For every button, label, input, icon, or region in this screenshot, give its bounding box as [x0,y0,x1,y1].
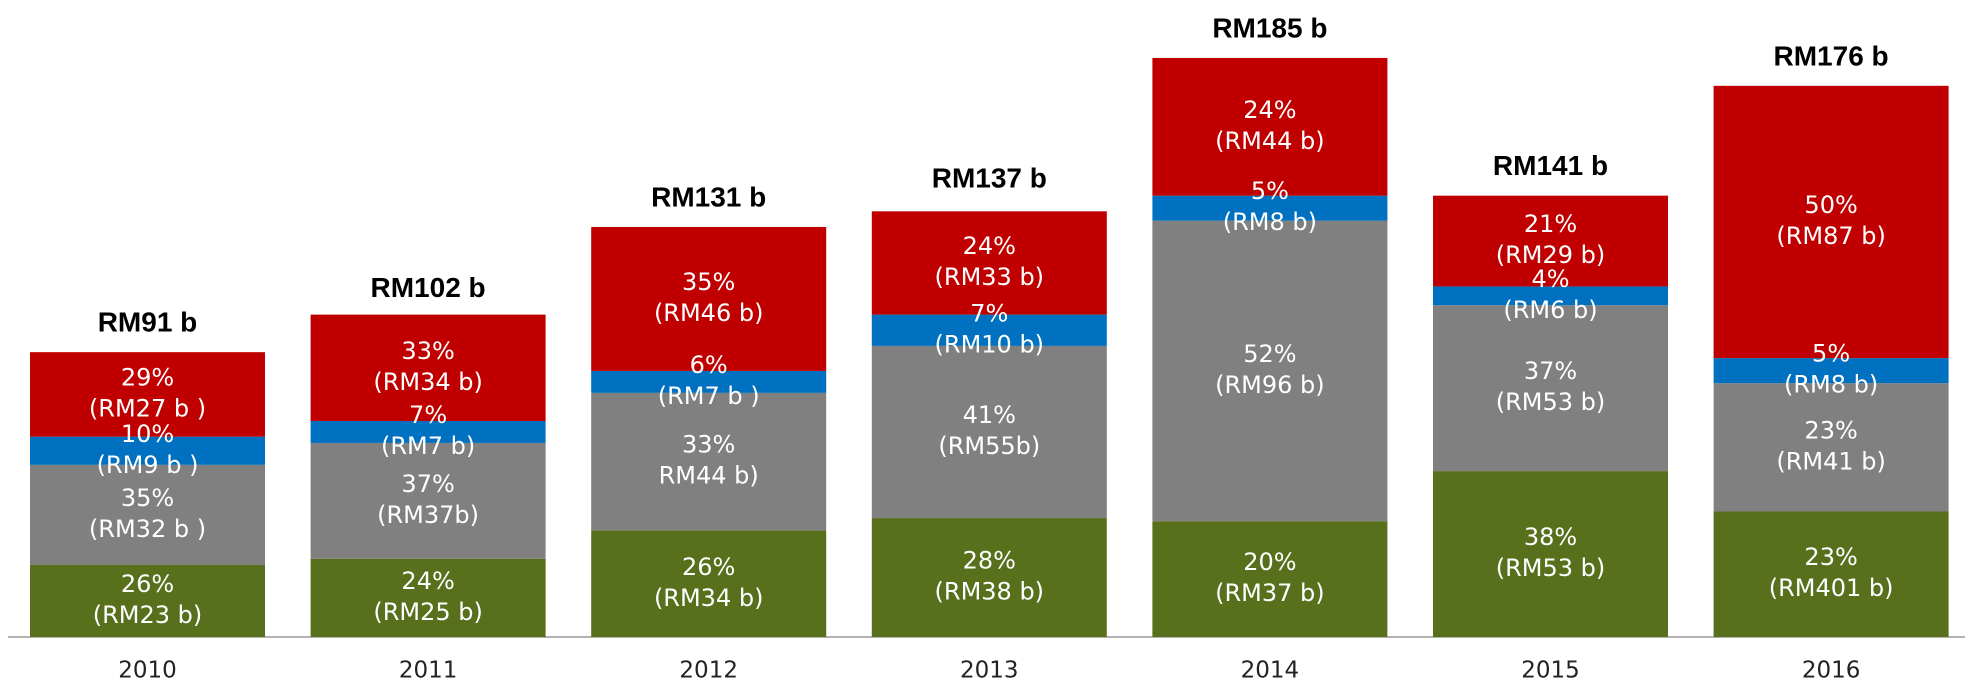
value-label: (RM8 b) [1223,208,1317,236]
value-label: (RM55b) [938,432,1040,460]
x-tick-label: 2012 [679,658,738,684]
bar-segment [1433,286,1668,306]
total-label: RM131 b [651,181,766,212]
percent-label: 10% [121,420,174,448]
bar-segment [1152,521,1388,637]
value-label: (RM9 b ) [97,451,199,479]
percent-label: 29% [121,363,174,391]
bar-segment [591,370,827,393]
value-label: (RM38 b) [935,578,1045,606]
value-label: (RM34 b) [654,584,764,612]
value-label: (RM29 b) [1496,241,1606,269]
bar-segment [1152,57,1388,196]
percent-label: 24% [401,567,454,595]
x-tick-label: 2014 [1241,658,1300,684]
total-label: RM185 b [1212,12,1327,43]
bar-segment [30,565,265,637]
value-label: RM44 b) [659,462,759,490]
bar-segment [1433,195,1668,287]
x-tick-label: 2010 [118,658,177,684]
bar-segment [871,345,1107,519]
x-tick-label: 2013 [960,658,1019,684]
bar-segment [310,442,546,559]
total-label: RM141 b [1493,150,1608,181]
percent-label: 23% [1804,543,1857,571]
percent-label: 26% [121,570,174,598]
bar-segment [591,530,827,637]
percent-label: 24% [963,232,1016,260]
value-label: (RM23 b) [93,601,203,629]
percent-label: 37% [401,470,454,498]
percent-label: 6% [690,351,728,379]
percent-label: 33% [682,431,735,459]
value-label: (RM8 b) [1784,371,1878,399]
value-label: (RM10 b) [935,330,1045,358]
value-label: (RM46 b) [654,299,764,327]
value-label: (RM7 b ) [658,382,760,410]
percent-label: 35% [121,484,174,512]
value-label: (RM25 b) [373,598,483,626]
percent-label: 35% [682,268,735,296]
percent-label: 26% [682,553,735,581]
value-label: (RM41 b) [1776,447,1886,475]
value-label: (RM32 b ) [89,515,206,543]
bar-segment [30,352,265,437]
percent-label: 37% [1524,357,1577,385]
bar-segment [1713,85,1949,359]
percent-label: 7% [970,299,1008,327]
value-label: (RM53 b) [1496,388,1606,416]
bar-segment [310,421,546,443]
value-label: (RM96 b) [1215,371,1325,399]
percent-label: 7% [409,401,447,429]
percent-label: 41% [963,401,1016,429]
value-label: (RM87 b) [1776,222,1886,250]
bar-segment [30,436,265,465]
total-label: RM102 b [371,272,486,303]
percent-label: 21% [1524,210,1577,238]
value-label: (RM34 b) [373,368,483,396]
percent-label: 50% [1804,191,1857,219]
bar-segment [1433,471,1668,637]
x-tick-label: 2011 [399,658,458,684]
value-label: (RM37 b) [1215,579,1325,607]
value-label: (RM33 b) [935,263,1045,291]
percent-label: 4% [1531,265,1569,293]
value-label: (RM44 b) [1215,127,1325,155]
bar-segment [1713,358,1949,384]
percent-label: 28% [963,547,1016,575]
x-tick-label: 2015 [1521,658,1580,684]
bar-segment [310,314,546,422]
total-label: RM137 b [932,163,1047,194]
x-tick-label: 2016 [1802,658,1861,684]
value-label: (RM37b) [377,501,479,529]
value-label: (RM401 b) [1769,574,1894,602]
bar-segment [591,226,827,371]
percent-label: 24% [1243,96,1296,124]
percent-label: 33% [401,337,454,365]
percent-label: 23% [1804,416,1857,444]
percent-label: 5% [1812,340,1850,368]
percent-label: 52% [1243,340,1296,368]
bar-segment [1433,305,1668,472]
percent-label: 38% [1524,523,1577,551]
value-label: (RM7 b) [381,432,475,460]
bar-segment [1152,195,1388,221]
bar-segment [1713,511,1949,637]
value-label: (RM6 b) [1503,296,1597,324]
total-label: RM91 b [98,307,198,338]
bar-segment [30,464,265,566]
bar-segment [871,314,1107,346]
bar-segment [871,518,1107,637]
value-label: (RM27 b ) [89,394,206,422]
bar-segment [591,392,827,531]
bar-segment [1713,383,1949,512]
total-label: RM176 b [1774,41,1889,72]
bar-segment [1152,220,1388,522]
bar-segment [871,211,1107,315]
bar-segment [310,558,546,637]
percent-label: 5% [1251,177,1289,205]
percent-label: 20% [1243,548,1296,576]
value-label: (RM53 b) [1496,554,1606,582]
